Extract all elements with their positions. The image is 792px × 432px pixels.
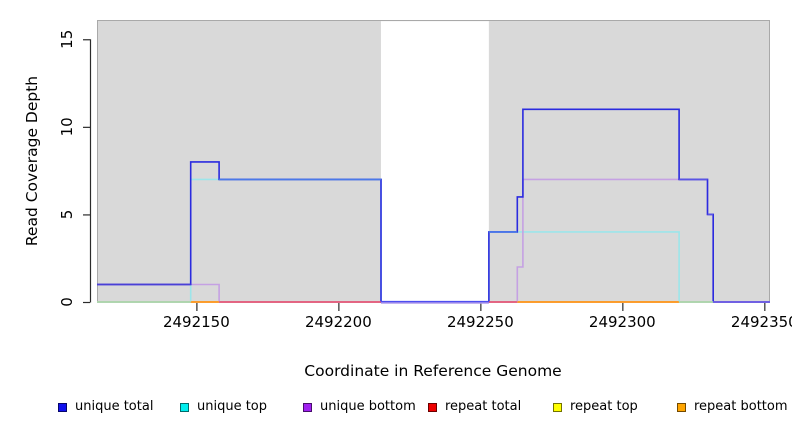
legend: unique total unique top unique bottom repea… [0,398,792,420]
no-data-band [380,21,489,302]
y-tick-label: 15 [58,30,76,49]
x-tick-label: 2492150 [163,313,230,331]
x-tick-label: 2492350 [731,313,792,331]
x-tick-label: 2492300 [589,313,656,331]
legend-item-unique-top: unique top [180,398,267,416]
legend-swatch-icon [553,402,562,412]
legend-item-repeat-top: repeat top [553,398,638,416]
series-unique-total [97,108,770,303]
x-axis-label: Coordinate in Reference Genome [304,362,562,380]
legend-label: repeat bottom [694,399,788,414]
legend-label: repeat top [570,399,638,414]
legend-swatch-icon [677,402,686,412]
y-tick-label: 0 [58,297,76,307]
legend-swatch-icon [180,402,189,412]
x-tick-label: 2492200 [305,313,372,331]
legend-swatch-icon [58,402,67,412]
legend-label: unique top [197,399,268,414]
y-axis-label: Read Coverage Depth [23,75,41,247]
legend-item-repeat-total: repeat total [428,398,521,416]
legend-item-repeat-bottom: repeat bottom [677,398,788,416]
legend-label: unique bottom [320,399,416,414]
y-tick-label: 5 [58,210,76,220]
y-tick-label: 10 [58,117,76,136]
legend-item-unique-total: unique total [58,398,153,416]
legend-label: unique total [75,399,154,414]
legend-swatch-icon [303,402,312,412]
legend-swatch-icon [428,402,437,412]
legend-label: repeat total [445,399,522,414]
legend-item-unique-bottom: unique bottom [303,398,416,416]
x-tick-label: 2492250 [447,313,514,331]
